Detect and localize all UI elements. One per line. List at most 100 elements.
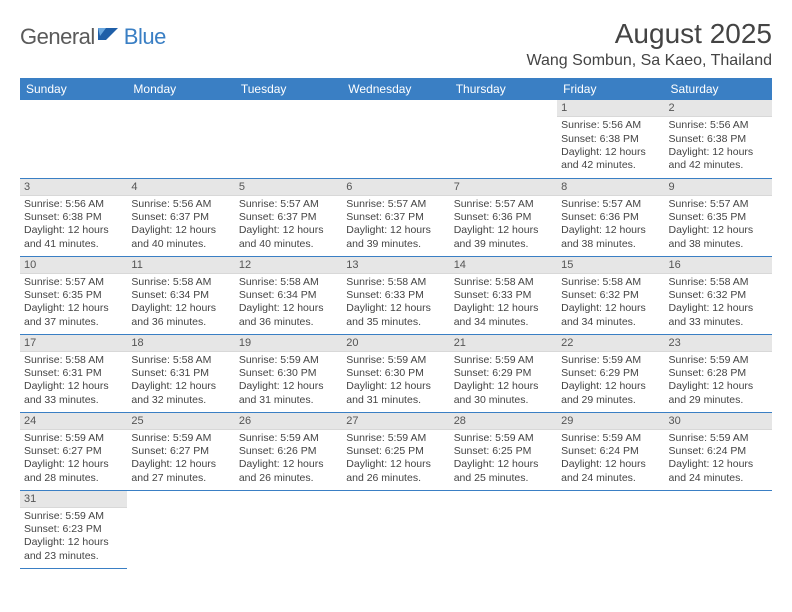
calendar-day-cell — [235, 490, 342, 568]
daylight-line: Daylight: 12 hours and 34 minutes. — [454, 302, 553, 329]
day-content: Sunrise: 5:58 AMSunset: 6:33 PMDaylight:… — [450, 274, 557, 333]
calendar-week-row: 3Sunrise: 5:56 AMSunset: 6:38 PMDaylight… — [20, 178, 772, 256]
day-number: 15 — [557, 257, 664, 274]
day-content: Sunrise: 5:59 AMSunset: 6:25 PMDaylight:… — [342, 430, 449, 489]
day-number: 7 — [450, 179, 557, 196]
sunset-line: Sunset: 6:30 PM — [239, 367, 338, 380]
daylight-line: Daylight: 12 hours and 24 minutes. — [669, 458, 768, 485]
day-number: 23 — [665, 335, 772, 352]
calendar-day-cell: 4Sunrise: 5:56 AMSunset: 6:37 PMDaylight… — [127, 178, 234, 256]
calendar-day-cell: 3Sunrise: 5:56 AMSunset: 6:38 PMDaylight… — [20, 178, 127, 256]
sunrise-line: Sunrise: 5:56 AM — [669, 119, 768, 132]
calendar-day-cell: 6Sunrise: 5:57 AMSunset: 6:37 PMDaylight… — [342, 178, 449, 256]
sunrise-line: Sunrise: 5:58 AM — [346, 276, 445, 289]
day-number: 4 — [127, 179, 234, 196]
sunrise-line: Sunrise: 5:59 AM — [131, 432, 230, 445]
day-number: 6 — [342, 179, 449, 196]
header: General Blue August 2025 Wang Sombun, Sa… — [20, 18, 772, 70]
calendar-week-row: 24Sunrise: 5:59 AMSunset: 6:27 PMDayligh… — [20, 412, 772, 490]
sunset-line: Sunset: 6:24 PM — [561, 445, 660, 458]
day-number: 11 — [127, 257, 234, 274]
calendar-day-cell: 12Sunrise: 5:58 AMSunset: 6:34 PMDayligh… — [235, 256, 342, 334]
sunset-line: Sunset: 6:33 PM — [346, 289, 445, 302]
weekday-header: Thursday — [450, 78, 557, 100]
calendar-day-cell: 1Sunrise: 5:56 AMSunset: 6:38 PMDaylight… — [557, 100, 664, 178]
day-content: Sunrise: 5:58 AMSunset: 6:31 PMDaylight:… — [20, 352, 127, 411]
weekday-header: Tuesday — [235, 78, 342, 100]
sunrise-line: Sunrise: 5:59 AM — [669, 354, 768, 367]
daylight-line: Daylight: 12 hours and 32 minutes. — [131, 380, 230, 407]
day-number: 27 — [342, 413, 449, 430]
calendar-day-cell: 5Sunrise: 5:57 AMSunset: 6:37 PMDaylight… — [235, 178, 342, 256]
day-content: Sunrise: 5:58 AMSunset: 6:32 PMDaylight:… — [557, 274, 664, 333]
sunrise-line: Sunrise: 5:59 AM — [454, 432, 553, 445]
calendar-day-cell: 17Sunrise: 5:58 AMSunset: 6:31 PMDayligh… — [20, 334, 127, 412]
day-number: 1 — [557, 100, 664, 117]
sunrise-line: Sunrise: 5:57 AM — [669, 198, 768, 211]
calendar-day-cell — [127, 100, 234, 178]
sunrise-line: Sunrise: 5:58 AM — [24, 354, 123, 367]
day-content: Sunrise: 5:57 AMSunset: 6:36 PMDaylight:… — [450, 196, 557, 255]
daylight-line: Daylight: 12 hours and 33 minutes. — [669, 302, 768, 329]
sunrise-line: Sunrise: 5:56 AM — [131, 198, 230, 211]
calendar-day-cell: 29Sunrise: 5:59 AMSunset: 6:24 PMDayligh… — [557, 412, 664, 490]
sunrise-line: Sunrise: 5:59 AM — [669, 432, 768, 445]
sunset-line: Sunset: 6:34 PM — [131, 289, 230, 302]
day-content: Sunrise: 5:59 AMSunset: 6:30 PMDaylight:… — [342, 352, 449, 411]
logo-text-general: General — [20, 24, 95, 50]
calendar-week-row: 17Sunrise: 5:58 AMSunset: 6:31 PMDayligh… — [20, 334, 772, 412]
calendar-day-cell — [557, 490, 664, 568]
calendar-day-cell — [235, 100, 342, 178]
sunrise-line: Sunrise: 5:58 AM — [239, 276, 338, 289]
sunrise-line: Sunrise: 5:57 AM — [561, 198, 660, 211]
day-content: Sunrise: 5:57 AMSunset: 6:35 PMDaylight:… — [20, 274, 127, 333]
day-number: 2 — [665, 100, 772, 117]
day-content: Sunrise: 5:59 AMSunset: 6:24 PMDaylight:… — [557, 430, 664, 489]
daylight-line: Daylight: 12 hours and 23 minutes. — [24, 536, 123, 563]
location: Wang Sombun, Sa Kaeo, Thailand — [527, 52, 773, 70]
daylight-line: Daylight: 12 hours and 27 minutes. — [131, 458, 230, 485]
calendar-day-cell: 13Sunrise: 5:58 AMSunset: 6:33 PMDayligh… — [342, 256, 449, 334]
calendar-day-cell — [450, 100, 557, 178]
day-number: 9 — [665, 179, 772, 196]
calendar-day-cell: 27Sunrise: 5:59 AMSunset: 6:25 PMDayligh… — [342, 412, 449, 490]
day-number: 22 — [557, 335, 664, 352]
day-number: 25 — [127, 413, 234, 430]
day-number: 21 — [450, 335, 557, 352]
sunrise-line: Sunrise: 5:59 AM — [24, 432, 123, 445]
weekday-header: Sunday — [20, 78, 127, 100]
sunset-line: Sunset: 6:37 PM — [346, 211, 445, 224]
day-number: 10 — [20, 257, 127, 274]
daylight-line: Daylight: 12 hours and 30 minutes. — [454, 380, 553, 407]
day-number: 29 — [557, 413, 664, 430]
daylight-line: Daylight: 12 hours and 36 minutes. — [239, 302, 338, 329]
sunset-line: Sunset: 6:25 PM — [454, 445, 553, 458]
daylight-line: Daylight: 12 hours and 31 minutes. — [239, 380, 338, 407]
day-number: 16 — [665, 257, 772, 274]
sunset-line: Sunset: 6:31 PM — [24, 367, 123, 380]
daylight-line: Daylight: 12 hours and 40 minutes. — [239, 224, 338, 251]
day-content: Sunrise: 5:56 AMSunset: 6:38 PMDaylight:… — [20, 196, 127, 255]
sunset-line: Sunset: 6:35 PM — [24, 289, 123, 302]
day-content: Sunrise: 5:59 AMSunset: 6:27 PMDaylight:… — [20, 430, 127, 489]
title-block: August 2025 Wang Sombun, Sa Kaeo, Thaila… — [527, 18, 773, 70]
day-number: 19 — [235, 335, 342, 352]
sunset-line: Sunset: 6:25 PM — [346, 445, 445, 458]
day-number: 8 — [557, 179, 664, 196]
daylight-line: Daylight: 12 hours and 39 minutes. — [346, 224, 445, 251]
sunset-line: Sunset: 6:33 PM — [454, 289, 553, 302]
sunset-line: Sunset: 6:38 PM — [561, 133, 660, 146]
day-number: 30 — [665, 413, 772, 430]
day-content: Sunrise: 5:59 AMSunset: 6:27 PMDaylight:… — [127, 430, 234, 489]
sunrise-line: Sunrise: 5:59 AM — [346, 432, 445, 445]
daylight-line: Daylight: 12 hours and 40 minutes. — [131, 224, 230, 251]
calendar-week-row: 1Sunrise: 5:56 AMSunset: 6:38 PMDaylight… — [20, 100, 772, 178]
day-content: Sunrise: 5:58 AMSunset: 6:34 PMDaylight:… — [127, 274, 234, 333]
day-number: 18 — [127, 335, 234, 352]
sunrise-line: Sunrise: 5:58 AM — [454, 276, 553, 289]
sunset-line: Sunset: 6:30 PM — [346, 367, 445, 380]
day-number: 31 — [20, 491, 127, 508]
sunrise-line: Sunrise: 5:59 AM — [239, 354, 338, 367]
calendar-day-cell: 23Sunrise: 5:59 AMSunset: 6:28 PMDayligh… — [665, 334, 772, 412]
day-content: Sunrise: 5:59 AMSunset: 6:29 PMDaylight:… — [450, 352, 557, 411]
